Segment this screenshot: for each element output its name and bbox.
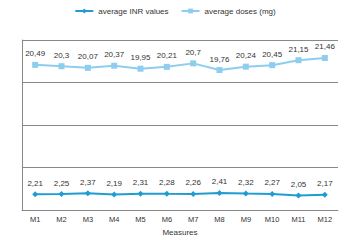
svg-text:20,37: 20,37 <box>104 50 125 59</box>
svg-text:2,05: 2,05 <box>291 180 307 189</box>
svg-text:M1: M1 <box>30 215 40 224</box>
svg-text:19,76: 19,76 <box>209 55 230 64</box>
svg-text:2,26: 2,26 <box>185 178 201 187</box>
svg-text:M7: M7 <box>188 215 198 224</box>
svg-text:2,32: 2,32 <box>238 178 254 187</box>
svg-text:20,49: 20,49 <box>25 49 46 58</box>
svg-text:2,31: 2,31 <box>133 178 149 187</box>
svg-text:M12: M12 <box>318 215 333 224</box>
svg-text:2,28: 2,28 <box>159 178 175 187</box>
svg-text:2,27: 2,27 <box>264 178 280 187</box>
svg-text:M4: M4 <box>109 215 119 224</box>
svg-text:average INR values: average INR values <box>98 7 168 16</box>
svg-text:M9: M9 <box>241 215 251 224</box>
svg-text:M11: M11 <box>291 215 305 224</box>
svg-text:20,21: 20,21 <box>157 51 178 60</box>
svg-text:21,46: 21,46 <box>315 42 336 51</box>
svg-text:2,17: 2,17 <box>317 179 333 188</box>
svg-text:2,25: 2,25 <box>54 179 70 188</box>
svg-text:2,37: 2,37 <box>80 178 96 187</box>
svg-text:20,3: 20,3 <box>54 51 70 60</box>
svg-text:average doses (mg): average doses (mg) <box>205 7 276 16</box>
svg-text:20,7: 20,7 <box>185 48 201 57</box>
svg-text:2,21: 2,21 <box>27 179 43 188</box>
svg-text:Measures: Measures <box>162 228 197 237</box>
svg-text:21,15: 21,15 <box>288 45 309 54</box>
svg-text:2,41: 2,41 <box>212 177 228 186</box>
svg-text:20,45: 20,45 <box>262 50 283 59</box>
svg-text:M10: M10 <box>265 215 280 224</box>
svg-text:M8: M8 <box>214 215 224 224</box>
svg-text:20,07: 20,07 <box>78 52 99 61</box>
svg-text:M3: M3 <box>83 215 93 224</box>
svg-text:2,19: 2,19 <box>106 179 122 188</box>
svg-text:M2: M2 <box>56 215 66 224</box>
svg-text:20,24: 20,24 <box>236 51 257 60</box>
svg-text:M6: M6 <box>162 215 172 224</box>
svg-text:19,95: 19,95 <box>130 53 151 62</box>
svg-text:M5: M5 <box>135 215 145 224</box>
